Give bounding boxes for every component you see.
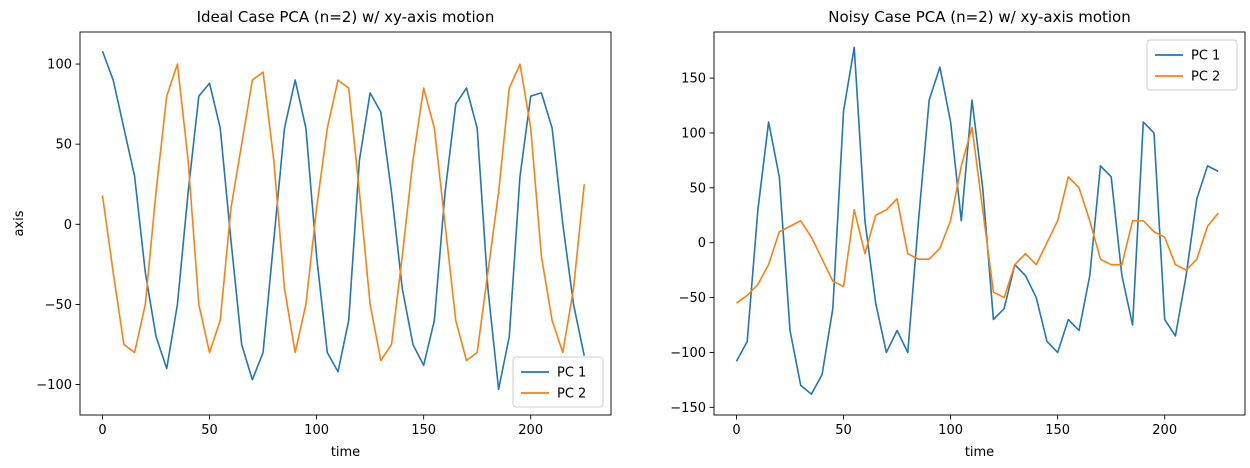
series-line-pc2 <box>101 63 586 362</box>
x-tick-label: 50 <box>201 423 218 438</box>
legend-label-pc1: PC 1 <box>1191 49 1220 64</box>
series-line-pc1 <box>735 46 1219 395</box>
legend-label-pc2: PC 2 <box>1191 70 1220 85</box>
x-tick-label: 100 <box>304 423 329 438</box>
y-tick-label: 100 <box>47 58 72 73</box>
plot-frame <box>79 31 612 416</box>
x-tick-label: 0 <box>98 423 106 438</box>
y-tick-label: −100 <box>670 346 706 361</box>
legend-box <box>1146 39 1238 91</box>
chart-title: Ideal Case PCA (n=2) w/ xy-axis motion <box>197 8 495 26</box>
subplot-1: 0 50 100 150 200 −100 −50 0 50 100 Ideal Case PCA … <box>12 8 612 460</box>
y-tick-label: 100 <box>681 126 706 141</box>
y-axis-label: axis <box>12 210 27 236</box>
y-tick-label: 0 <box>698 236 706 251</box>
y-tick-label: 150 <box>681 72 706 87</box>
y-tick-label: −50 <box>679 291 706 306</box>
x-tick-label: 150 <box>411 423 436 438</box>
legend-label-pc2: PC 2 <box>557 387 586 402</box>
x-axis-label: time <box>965 445 994 460</box>
y-tick-label: −150 <box>670 401 706 416</box>
y-tick-label: −100 <box>36 378 72 393</box>
y-tick-label: 50 <box>55 138 72 153</box>
series-line-pc2 <box>736 126 1219 304</box>
x-tick-label: 100 <box>938 423 963 438</box>
y-tick-label: 0 <box>64 218 72 233</box>
x-axis-label: time <box>331 445 360 460</box>
y-tick-label: −50 <box>45 298 72 313</box>
plot-frame <box>713 31 1246 416</box>
x-tick-label: 0 <box>732 423 740 438</box>
legend-label-pc1: PC 1 <box>557 366 586 381</box>
x-tick-label: 150 <box>1045 423 1070 438</box>
x-tick-label: 50 <box>835 423 852 438</box>
legend-box <box>512 356 604 408</box>
subplot-2: 0 50 100 150 200 −150 −100 −50 0 50 100 150 Noisy Ca… <box>670 8 1246 460</box>
x-tick-label: 200 <box>1152 423 1177 438</box>
chart-title: Noisy Case PCA (n=2) w/ xy-axis motion <box>828 8 1130 26</box>
series-line-pc1 <box>101 50 586 391</box>
x-tick-label: 200 <box>518 423 543 438</box>
y-tick-label: 50 <box>689 181 706 196</box>
